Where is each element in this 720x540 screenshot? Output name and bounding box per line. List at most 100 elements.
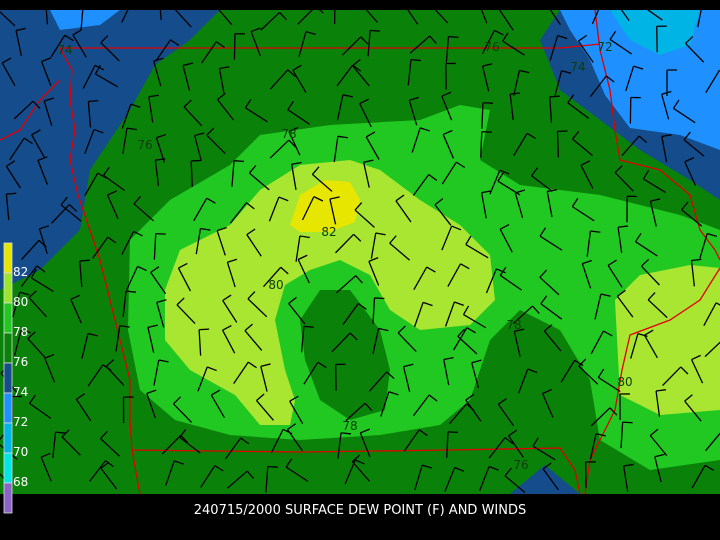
wind-barb xyxy=(704,432,720,452)
wind-barb xyxy=(197,366,217,392)
wind-barb xyxy=(289,395,304,425)
region-70-72-ne xyxy=(610,10,700,55)
wind-barb xyxy=(594,293,611,320)
contour-label: 78 xyxy=(506,318,521,332)
wind-barb xyxy=(368,257,380,286)
wind-barb xyxy=(106,190,119,220)
wind-barb xyxy=(445,62,456,90)
wind-barb xyxy=(13,100,41,120)
wind-barb xyxy=(457,328,478,355)
wind-barb xyxy=(1,57,16,86)
wind-barb xyxy=(359,428,371,458)
legend-label: 74 xyxy=(13,385,28,399)
wind-barb xyxy=(292,64,307,94)
wind-barb xyxy=(27,331,46,359)
legend-swatch xyxy=(3,392,13,424)
wind-barb xyxy=(233,33,245,60)
wind-barb xyxy=(75,393,92,422)
wind-barb xyxy=(43,97,54,127)
wind-barb xyxy=(336,64,362,87)
wind-barb xyxy=(699,232,717,259)
wind-barb xyxy=(589,75,615,98)
wind-barb xyxy=(567,94,590,119)
wind-barb xyxy=(176,297,196,325)
wind-barb xyxy=(539,227,563,251)
wind-barb xyxy=(441,91,453,121)
wind-barb xyxy=(572,130,593,157)
wind-barb xyxy=(179,429,201,454)
wind-barb xyxy=(444,466,465,492)
wind-barb xyxy=(380,391,399,417)
wind-barb xyxy=(311,166,333,192)
wind-barb xyxy=(539,269,560,296)
wind-barb xyxy=(154,158,166,186)
wind-barb xyxy=(84,172,107,197)
legend-swatch xyxy=(3,272,13,304)
wind-barb xyxy=(333,135,348,163)
wind-barb xyxy=(38,225,50,254)
wind-barb xyxy=(441,225,462,251)
wind-barb xyxy=(554,70,572,97)
contour-label: 74 xyxy=(570,60,585,74)
wind-barb xyxy=(411,127,430,153)
wind-barb xyxy=(614,165,634,192)
wind-barb xyxy=(233,361,257,384)
map-title: 240715/2000 SURFACE DEW POINT (F) AND WI… xyxy=(193,503,527,518)
wind-barb xyxy=(462,305,487,329)
wind-barb xyxy=(352,58,370,87)
wind-barb xyxy=(395,194,412,223)
wind-barb xyxy=(497,397,514,426)
wind-barb xyxy=(87,100,99,128)
wind-barb xyxy=(630,332,648,359)
wind-barb xyxy=(156,299,167,328)
wind-barb xyxy=(446,431,459,458)
wind-barb xyxy=(635,232,658,257)
wind-barb xyxy=(365,131,380,160)
wind-barb xyxy=(531,167,553,192)
wind-barb xyxy=(345,402,373,422)
wind-barb xyxy=(198,328,210,356)
wind-barb xyxy=(654,453,665,483)
wind-barb xyxy=(429,0,449,24)
wind-barb xyxy=(620,421,633,449)
state-border xyxy=(594,9,720,261)
wind-barb xyxy=(481,102,494,129)
wind-barb xyxy=(642,170,666,194)
wind-barb xyxy=(609,30,632,55)
wind-barb xyxy=(44,353,56,383)
wind-barb xyxy=(402,363,414,393)
wind-barb xyxy=(100,35,120,62)
wind-barb xyxy=(412,394,438,417)
wind-barb xyxy=(647,292,668,319)
wind-barb xyxy=(389,235,410,261)
wind-barb xyxy=(685,35,705,63)
legend-label: 82 xyxy=(13,265,28,279)
wind-barb xyxy=(649,198,661,227)
legend-label: 72 xyxy=(13,415,28,429)
wind-barb xyxy=(122,127,137,154)
wind-barb xyxy=(329,196,340,225)
wind-barb xyxy=(584,461,596,488)
wind-barb xyxy=(342,302,367,325)
wind-barb xyxy=(476,0,488,24)
wind-barb xyxy=(649,428,668,457)
wind-barb xyxy=(556,130,568,158)
wind-barb xyxy=(31,129,45,158)
wind-barb xyxy=(153,232,166,260)
wind-barb xyxy=(182,62,193,91)
wind-barb xyxy=(250,27,261,57)
contour-label: 78 xyxy=(281,127,296,141)
contour-label: 72 xyxy=(597,40,612,54)
wind-barb xyxy=(629,96,641,124)
wind-barb xyxy=(301,196,324,221)
wind-barb xyxy=(216,226,227,256)
wind-barb xyxy=(268,196,289,222)
wind-barb xyxy=(81,332,98,359)
wind-barb xyxy=(354,202,375,228)
wind-barb xyxy=(697,1,713,28)
wind-barb xyxy=(372,297,385,324)
wind-barb xyxy=(619,393,630,421)
wind-barb xyxy=(28,290,47,318)
wind-barb xyxy=(79,259,90,287)
wind-barb xyxy=(133,195,155,222)
